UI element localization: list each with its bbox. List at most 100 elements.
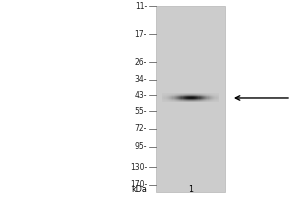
Bar bbox=[213, 94, 214, 95]
Bar bbox=[163, 100, 165, 101]
Bar bbox=[205, 93, 207, 94]
Bar bbox=[205, 101, 207, 102]
Bar bbox=[208, 94, 209, 95]
Bar bbox=[201, 101, 202, 102]
Bar bbox=[177, 101, 178, 102]
Bar bbox=[172, 94, 174, 95]
Bar bbox=[195, 101, 196, 102]
Bar bbox=[179, 99, 181, 100]
Bar bbox=[196, 93, 198, 94]
Bar bbox=[208, 95, 210, 96]
Bar bbox=[173, 100, 175, 101]
Bar bbox=[185, 93, 186, 94]
Bar bbox=[170, 93, 172, 94]
Bar bbox=[213, 93, 214, 94]
Bar bbox=[202, 98, 203, 99]
Bar bbox=[201, 94, 202, 95]
Bar bbox=[163, 98, 165, 99]
Bar bbox=[176, 97, 177, 98]
Bar bbox=[173, 98, 175, 99]
Bar bbox=[197, 101, 199, 102]
Bar bbox=[180, 95, 182, 96]
Text: kDa: kDa bbox=[131, 185, 147, 194]
Bar bbox=[204, 97, 206, 98]
Bar bbox=[211, 97, 212, 98]
Bar bbox=[214, 96, 216, 97]
Bar bbox=[176, 98, 177, 99]
Bar bbox=[204, 94, 206, 95]
Bar bbox=[169, 99, 170, 100]
Bar bbox=[176, 97, 177, 98]
Bar bbox=[169, 95, 170, 96]
Bar bbox=[217, 100, 218, 101]
Bar bbox=[198, 100, 200, 101]
Bar bbox=[178, 100, 179, 101]
Bar bbox=[203, 101, 204, 102]
Bar bbox=[173, 100, 175, 101]
Bar bbox=[200, 98, 201, 99]
Bar bbox=[178, 101, 179, 102]
Bar bbox=[208, 101, 209, 102]
Bar bbox=[195, 95, 196, 96]
Bar bbox=[214, 98, 216, 99]
Bar bbox=[163, 95, 165, 96]
Bar bbox=[186, 101, 188, 102]
Bar bbox=[198, 97, 200, 98]
Bar bbox=[208, 94, 210, 95]
Bar bbox=[162, 95, 164, 96]
Bar bbox=[194, 97, 195, 98]
Bar bbox=[184, 97, 185, 98]
Bar bbox=[185, 97, 186, 98]
Bar bbox=[192, 96, 193, 97]
Bar bbox=[203, 97, 204, 98]
Bar bbox=[198, 99, 200, 100]
Bar bbox=[210, 96, 211, 97]
Bar bbox=[195, 98, 196, 99]
Bar bbox=[210, 95, 211, 96]
Bar bbox=[167, 94, 168, 95]
Bar bbox=[169, 98, 170, 99]
Bar bbox=[180, 101, 182, 102]
Bar bbox=[178, 98, 179, 99]
Bar bbox=[206, 97, 208, 98]
Bar bbox=[204, 98, 206, 99]
Bar bbox=[206, 100, 208, 101]
Bar bbox=[168, 95, 169, 96]
Bar bbox=[217, 98, 218, 99]
Bar bbox=[198, 93, 200, 94]
Bar bbox=[203, 96, 204, 97]
Bar bbox=[198, 101, 200, 102]
Bar bbox=[206, 96, 208, 97]
Bar bbox=[171, 95, 173, 96]
Bar bbox=[184, 100, 185, 101]
Bar bbox=[177, 94, 178, 95]
Bar bbox=[210, 94, 211, 95]
Bar bbox=[169, 93, 170, 94]
Bar bbox=[176, 99, 177, 100]
Bar bbox=[206, 95, 208, 96]
Bar bbox=[182, 98, 183, 99]
Bar bbox=[172, 98, 174, 99]
Bar bbox=[206, 99, 208, 100]
Bar bbox=[196, 94, 198, 95]
Bar bbox=[194, 94, 195, 95]
Bar bbox=[212, 95, 213, 96]
Bar bbox=[204, 95, 206, 96]
Bar bbox=[194, 94, 195, 95]
Bar bbox=[217, 94, 218, 95]
Bar bbox=[201, 93, 202, 94]
Bar bbox=[163, 97, 165, 98]
Bar bbox=[182, 101, 183, 102]
Bar bbox=[184, 101, 185, 102]
Bar bbox=[202, 94, 203, 95]
Bar bbox=[175, 94, 176, 95]
Bar bbox=[163, 94, 165, 95]
Bar bbox=[198, 100, 200, 101]
Bar bbox=[217, 101, 218, 102]
Bar bbox=[183, 95, 184, 96]
Bar bbox=[200, 97, 201, 98]
Bar bbox=[168, 94, 169, 95]
Bar bbox=[197, 99, 199, 100]
Bar bbox=[218, 94, 219, 95]
Bar bbox=[178, 94, 179, 95]
